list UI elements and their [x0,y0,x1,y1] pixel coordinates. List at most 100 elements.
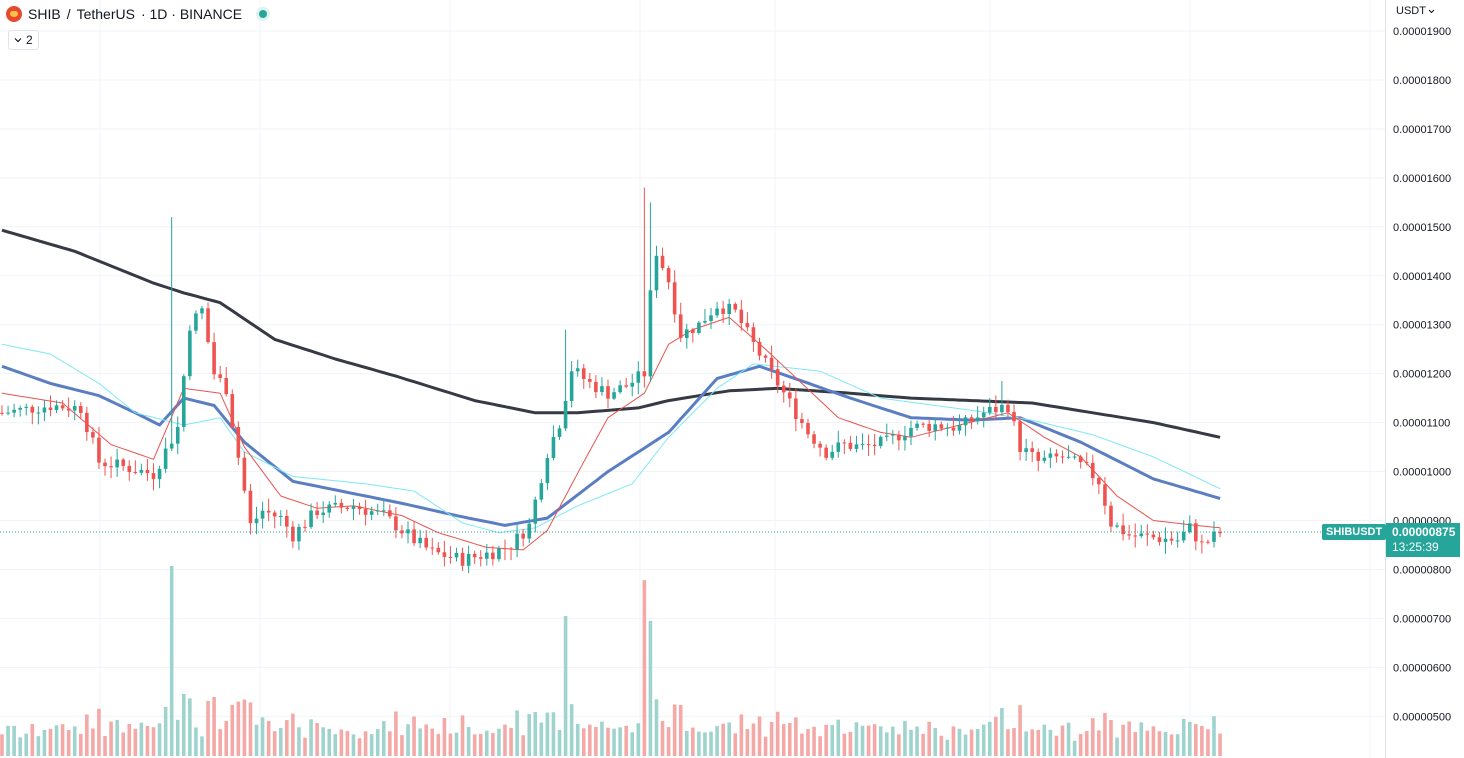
candle-body [624,385,628,387]
candle-body [830,451,835,458]
volume-bar [60,724,65,756]
candle-body [800,419,804,424]
volume-bar [697,731,701,756]
candle-body [812,434,816,444]
candle-body [769,357,774,370]
candle-body [897,434,901,441]
volume-bar [412,716,416,756]
candle-body [418,537,422,544]
candle-body [1163,538,1168,543]
candle-body [818,443,822,448]
candle-body [1127,534,1131,536]
volume-bar [315,722,319,756]
volume-bar [721,723,725,756]
volume-bar [745,729,750,756]
candle-body [1133,535,1138,537]
candle-body [824,447,828,458]
volume-bar [406,724,410,756]
candle-body [212,342,216,375]
moving-averages [1,228,1221,551]
volume-bar [285,720,289,756]
indicators-collapse-button[interactable]: 2 [8,30,39,50]
candle-body [0,412,4,414]
candle-body [509,548,513,550]
candle-body [503,548,507,550]
candle-body [854,444,859,449]
candle-body [745,322,750,328]
market-status-icon[interactable] [256,7,271,21]
volume-bar [915,726,919,756]
volume-bar [1012,727,1016,756]
currency-selector[interactable]: USDT [1396,5,1435,17]
last-price-tag: 0.00000875 13:25:39 [1386,523,1460,557]
volume-bar [1157,731,1162,756]
candle-body [1024,448,1028,453]
volume-bar [363,731,368,756]
volume-bar [188,698,192,756]
volume-bar [836,719,841,756]
volume-bar [1091,718,1095,756]
candle-body [78,406,83,413]
candle-body [151,473,156,480]
candle-body [48,407,53,410]
candle-body [1084,462,1089,464]
volume-bar [151,727,156,756]
volume-bar [575,724,580,756]
volume-bar [272,731,277,756]
candle-body [733,303,738,310]
candle-body [375,510,380,512]
volume-bar [691,727,695,756]
candle-body [618,385,622,393]
volume-bar [303,737,307,756]
candle-body [357,506,362,510]
candle-body [575,368,580,372]
volume-bar [557,729,562,756]
candle-body [327,504,332,513]
legend-symbol: SHIB [28,6,61,22]
candle-body [303,526,307,528]
legend-separator: / [66,6,71,22]
symbol-price-tag: SHIBUSDT [1322,524,1387,540]
volume-bar [994,716,998,756]
volume-bar [321,727,325,756]
candle-body [1121,525,1125,535]
volume-bar [497,728,501,756]
volume-bar [442,717,447,756]
volume-bar [109,721,113,756]
candle-body [660,255,665,269]
volume-bar [848,731,853,756]
candle-body [594,381,598,393]
price-axis[interactable]: 0.00001900 0.00001800 0.00001700 0.00001600… [1393,26,1451,723]
volume-bar [1006,729,1010,756]
volume-bar [800,733,804,756]
volume-bar [854,722,859,756]
volume-bar [212,696,216,756]
candle-body [654,255,659,291]
price-tick-label: 0.00001600 [1393,173,1451,185]
volume-bar [254,724,259,756]
volume-bar [1139,722,1144,756]
volume-bar [1054,735,1059,756]
price-tick-label: 0.00000600 [1393,662,1451,674]
volume-bar [18,737,22,756]
candle-body [1181,531,1186,541]
candle-body [12,409,16,413]
candle-body [612,392,616,399]
candle-body [684,329,689,339]
symbol-legend[interactable]: SHIB / TetherUS · 1D · BINANCE [6,6,271,22]
candle-body [636,371,641,383]
price-tick-label: 0.00000800 [1393,564,1451,576]
volume-bar [42,729,47,756]
price-tick-label: 0.00001000 [1393,467,1451,479]
volume-bar [1218,733,1222,756]
volume-bar [1151,726,1156,756]
candle-body [206,308,210,343]
volume-bar [1072,740,1077,756]
volume-bar [12,725,16,756]
volume-bar [618,727,622,756]
volume-bar [424,724,428,756]
candle-body [1042,457,1047,461]
volume-bar [1169,734,1174,756]
candle-body [485,552,489,559]
